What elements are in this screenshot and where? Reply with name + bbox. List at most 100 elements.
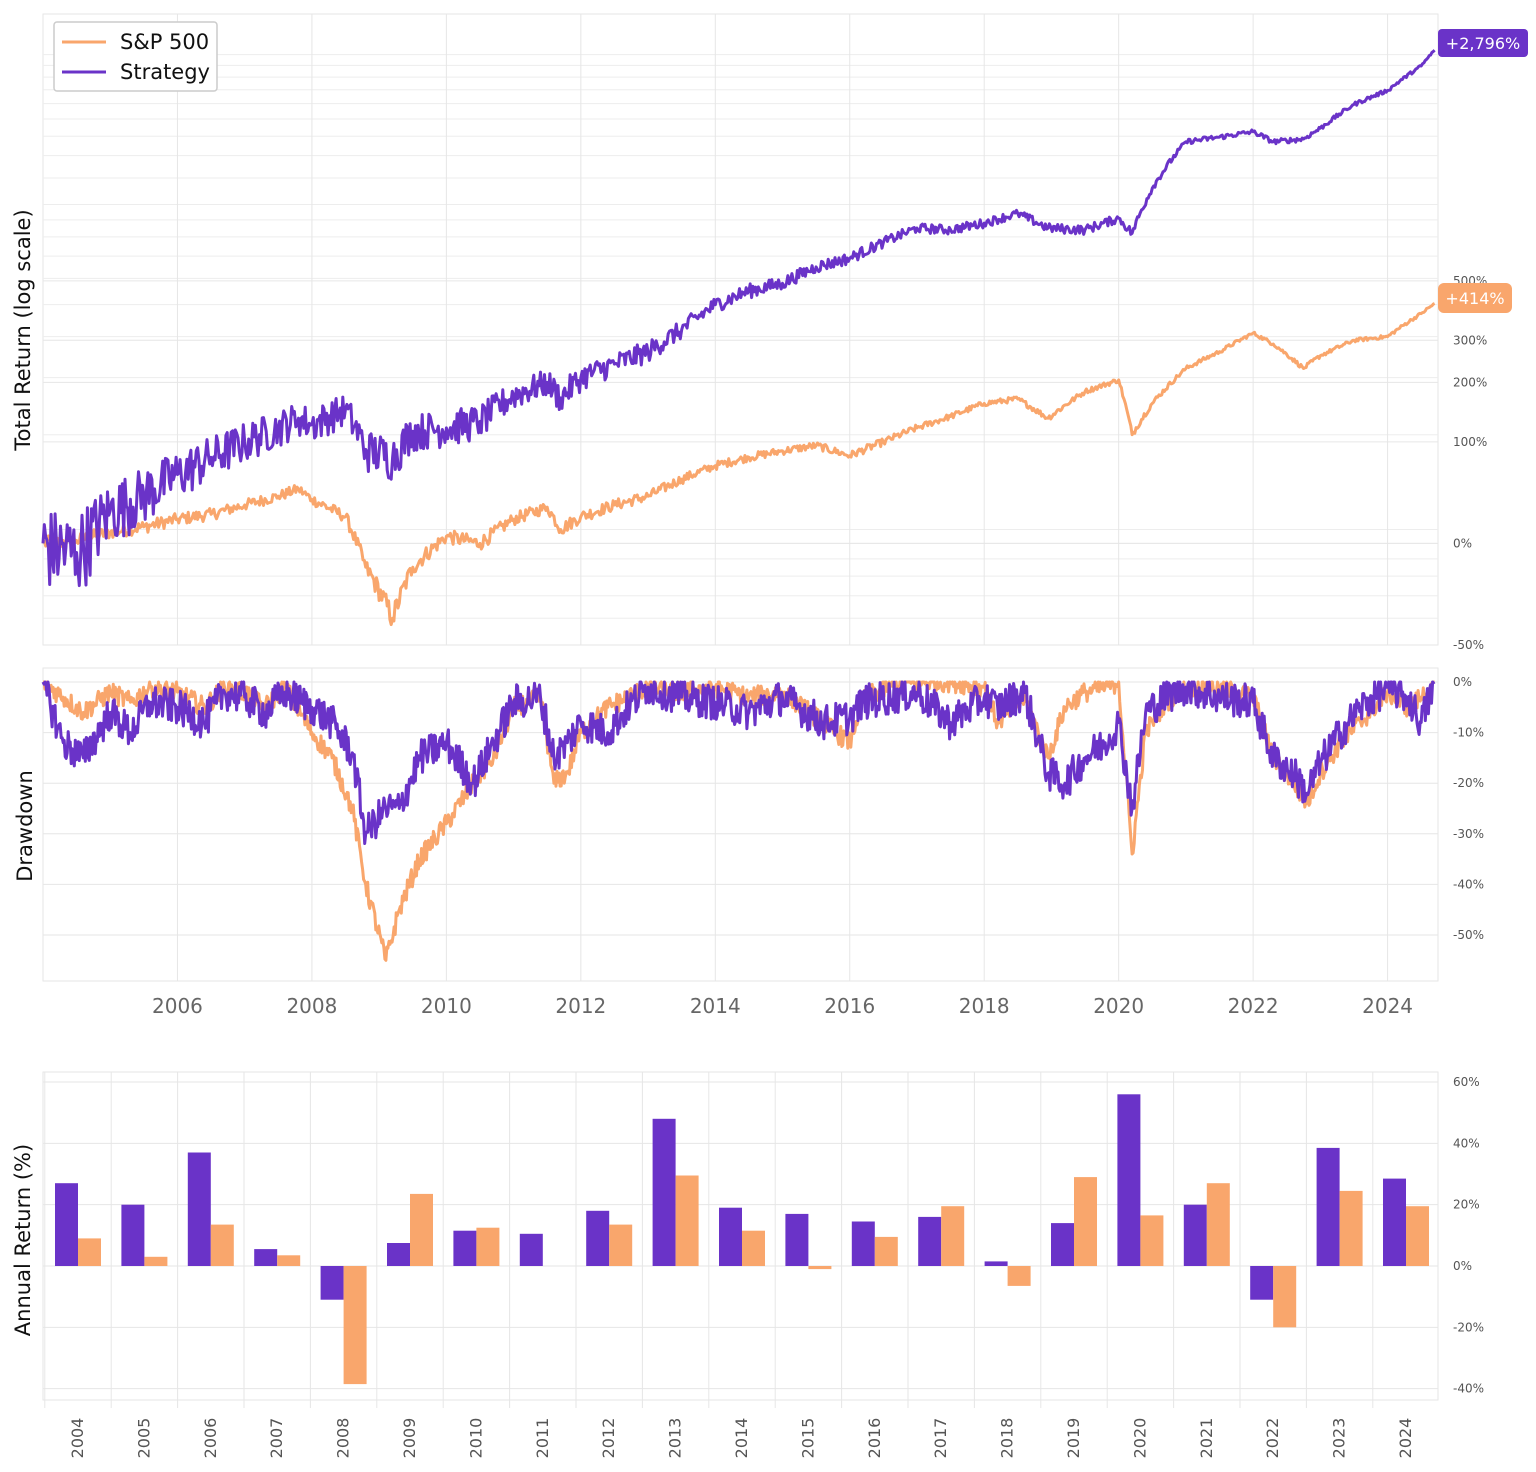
strategy-bar-2008	[320, 1266, 344, 1300]
drawdown-y-label: Drawdown	[13, 770, 37, 882]
annual-year-label-2013: 2013	[666, 1418, 685, 1459]
sp500-bar-2017	[941, 1206, 965, 1266]
sp500-bar-2010	[476, 1227, 500, 1266]
strategy-bar-2010	[453, 1230, 477, 1266]
sp500-bar-2013	[675, 1175, 699, 1266]
annual-year-label-2021: 2021	[1197, 1418, 1216, 1459]
annual-return-ytick: 20%	[1453, 1198, 1480, 1212]
drawdown-panel: 0% -10% -20% -30% -40% -50% Drawdown 2006 2008…	[13, 667, 1484, 1018]
drawdown-lines	[41, 680, 1436, 962]
sp500-bar-2015	[808, 1266, 832, 1270]
sp500-bar-2007	[277, 1255, 301, 1266]
drawdown-ytick: -40%	[1453, 877, 1484, 891]
annual-year-label-2004: 2004	[68, 1418, 87, 1459]
sp500-badge-text: +414%	[1445, 289, 1504, 308]
sp500-bar-2022	[1273, 1266, 1297, 1328]
strategy-total-return-line	[41, 49, 1436, 588]
strategy-bar-2007	[254, 1249, 278, 1266]
annual-return-panel: 60% 40% 20% 0% -20% -40% Annual Return (%) 20…	[11, 1071, 1484, 1459]
annual-year-label-2014: 2014	[732, 1418, 751, 1459]
annual-year-labels: 2004 2005 2006 2007 2008 2009 2010 2011 2012 2013…	[68, 1418, 1415, 1459]
total-return-ticks: 500%300%200%100%0%-50%	[1453, 274, 1487, 652]
total-return-ytick: 0%	[1453, 536, 1472, 550]
sp500-bar-2014	[742, 1230, 765, 1266]
sp500-bar-2020	[1140, 1215, 1164, 1266]
legend-label-sp500: S&P 500	[120, 30, 209, 54]
annual-year-label-2015: 2015	[798, 1418, 817, 1459]
year-axis-tick-2020: 2020	[1093, 994, 1144, 1018]
year-axis-tick-2014: 2014	[690, 994, 741, 1018]
sp500-bar-2004	[78, 1238, 101, 1266]
strategy-bar-2014	[719, 1207, 742, 1266]
annual-return-ytick: 60%	[1453, 1075, 1480, 1089]
drawdown-ytick: -30%	[1453, 827, 1484, 841]
total-return-ytick: -50%	[1453, 638, 1484, 652]
drawdown-ticks: 0% -10% -20% -30% -40% -50%	[1453, 675, 1484, 942]
annual-year-label-2012: 2012	[599, 1418, 618, 1459]
annual-year-label-2008: 2008	[334, 1418, 353, 1459]
total-return-ytick: 200%	[1453, 375, 1487, 389]
sp500-bar-2008	[343, 1266, 367, 1385]
total-return-y-label: Total Return (log scale)	[11, 209, 35, 451]
annual-year-label-2024: 2024	[1396, 1418, 1415, 1459]
drawdown-grid	[42, 667, 1439, 982]
drawdown-ytick: 0%	[1453, 675, 1472, 689]
sp500-bar-2021	[1206, 1183, 1230, 1266]
annual-year-label-2022: 2022	[1263, 1418, 1282, 1459]
total-return-grid	[42, 13, 1439, 646]
strategy-bar-2023	[1316, 1147, 1340, 1266]
drawdown-ytick: -10%	[1453, 726, 1484, 740]
strategy-badge-text: +2,796%	[1446, 34, 1520, 53]
year-axis-ticks: 2006 2008 2010 2012 2014 2016 2018 2020 2022 2024	[152, 994, 1413, 1018]
annual-return-y-label: Annual Return (%)	[11, 1144, 35, 1336]
sp500-bar-2016	[874, 1236, 898, 1266]
legend-label-strategy: Strategy	[120, 60, 210, 84]
strategy-bar-2015	[785, 1213, 809, 1266]
total-return-ytick: 100%	[1453, 435, 1487, 449]
strategy-drawdown-line	[41, 680, 1436, 845]
sp500-bar-2019	[1074, 1177, 1097, 1266]
year-axis-tick-2012: 2012	[555, 994, 606, 1018]
total-return-panel: 500%300%200%100%0%-50% Total Return (log…	[11, 13, 1528, 652]
strategy-bar-2019	[1051, 1223, 1074, 1266]
annual-year-label-2009: 2009	[400, 1418, 419, 1459]
strategy-bar-2011	[519, 1233, 543, 1266]
strategy-bar-2021	[1183, 1204, 1207, 1266]
strategy-bar-2013	[652, 1118, 676, 1266]
strategy-bar-2024	[1383, 1178, 1406, 1266]
total-return-frame	[42, 13, 1439, 646]
annual-year-label-2011: 2011	[533, 1418, 552, 1459]
sp500-bar-2023	[1339, 1190, 1363, 1266]
strategy-bar-2016	[851, 1221, 875, 1266]
sp500-bar-2012	[609, 1224, 633, 1266]
year-axis-tick-2008: 2008	[286, 994, 337, 1018]
sp500-bar-2005	[144, 1256, 168, 1266]
year-axis-tick-2010: 2010	[421, 994, 472, 1018]
annual-return-ytick: 0%	[1453, 1259, 1472, 1273]
legend: S&P 500 Strategy	[53, 21, 218, 92]
strategy-bar-2018	[984, 1261, 1008, 1266]
sp500-badge-bg	[1438, 283, 1512, 313]
annual-year-label-2010: 2010	[466, 1418, 485, 1459]
sp500-total-return-line	[41, 302, 1436, 627]
annual-year-label-2007: 2007	[267, 1418, 286, 1459]
year-axis-tick-2022: 2022	[1228, 994, 1279, 1018]
sp500-bar-2018	[1007, 1266, 1031, 1286]
strategy-return-badge: +2,796%	[1438, 29, 1528, 57]
year-axis-tick-2018: 2018	[959, 994, 1010, 1018]
total-return-ytick: 300%	[1453, 333, 1487, 347]
year-axis-tick-2006: 2006	[152, 994, 203, 1018]
strategy-bar-2022	[1250, 1266, 1274, 1300]
year-axis-tick-2024: 2024	[1362, 994, 1413, 1018]
annual-return-ticks: 60% 40% 20% 0% -20% -40%	[1453, 1075, 1484, 1396]
annual-year-label-2023: 2023	[1330, 1418, 1349, 1459]
drawdown-ytick: -50%	[1453, 928, 1484, 942]
strategy-bar-2012	[586, 1210, 610, 1266]
total-return-lines	[41, 49, 1436, 627]
legend-box	[53, 21, 218, 92]
annual-return-grid	[42, 1071, 1439, 1408]
strategy-bar-2009	[387, 1243, 410, 1266]
strategy-bar-2006	[187, 1152, 211, 1266]
annual-year-label-2019: 2019	[1064, 1418, 1083, 1459]
sp500-return-badge: +414%	[1438, 283, 1512, 313]
